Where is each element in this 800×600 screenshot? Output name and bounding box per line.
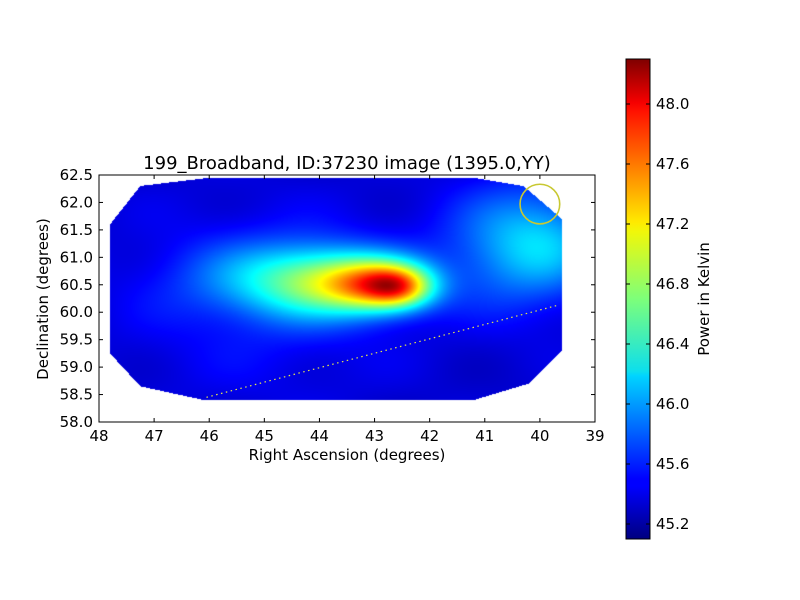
y-tick-label: 61.5 <box>60 221 93 239</box>
colorbar-tick-label: 45.2 <box>656 515 689 533</box>
colorbar-label: Power in Kelvin <box>695 242 713 356</box>
colorbar-tick-label: 45.6 <box>656 455 689 473</box>
y-tick-label: 62.0 <box>60 193 93 211</box>
colorbar-ticks: 45.2 45.6 46.0 46.4 46.8 47.2 47.6 48.0 <box>626 95 689 533</box>
x-tick-label: 44 <box>310 427 329 445</box>
y-tick-label: 61.0 <box>60 248 93 266</box>
plot-frame <box>98 174 596 423</box>
colorbar-tick-label: 46.8 <box>656 275 689 293</box>
y-tick-label: 59.5 <box>60 331 93 349</box>
x-tick-label: 43 <box>365 427 384 445</box>
colorbar-tick-label: 48.0 <box>656 95 689 113</box>
colorbar-tick-label: 46.0 <box>656 395 689 413</box>
colorbar-tick-label: 47.2 <box>656 215 689 233</box>
x-tick-label: 42 <box>420 427 439 445</box>
y-axis-label: Declination (degrees) <box>34 218 52 380</box>
colorbar: 45.2 45.6 46.0 46.4 46.8 47.2 47.6 48.0 Power i… <box>625 58 713 540</box>
y-tick-label: 58.0 <box>60 413 93 431</box>
y-tick-label: 58.5 <box>60 386 93 404</box>
colorbar-tick-label: 46.4 <box>656 335 689 353</box>
x-tick-label: 46 <box>200 427 219 445</box>
x-tick-label: 47 <box>145 427 164 445</box>
x-tick-label: 40 <box>530 427 549 445</box>
x-tick-label: 39 <box>585 427 604 445</box>
circle-marker <box>519 183 561 225</box>
y-tick-label: 62.5 <box>60 166 93 184</box>
x-axis-ticks: 48 47 46 45 44 43 42 41 40 39 <box>89 175 605 445</box>
dotted-line-overlay <box>206 305 557 398</box>
x-axis-label: Right Ascension (degrees) <box>249 446 446 464</box>
x-tick-label: 45 <box>255 427 274 445</box>
x-tick-label: 48 <box>89 427 108 445</box>
plot-area: 48 47 46 45 44 43 42 41 40 39 58.0 58.5 59.0 59.5 60.… <box>60 166 605 445</box>
x-tick-label: 41 <box>475 427 494 445</box>
chart-title: 199_Broadband, ID:37230 image (1395.0,YY… <box>143 153 551 174</box>
y-axis-ticks: 58.0 58.5 59.0 59.5 60.0 60.5 61.0 61.5 62.0 62.5 <box>60 166 595 431</box>
y-tick-label: 60.5 <box>60 276 93 294</box>
colorbar-gradient <box>625 58 651 540</box>
heatmap-image <box>99 175 595 422</box>
y-tick-label: 60.0 <box>60 303 93 321</box>
colorbar-tick-label: 47.6 <box>656 155 689 173</box>
y-tick-label: 59.0 <box>60 358 93 376</box>
